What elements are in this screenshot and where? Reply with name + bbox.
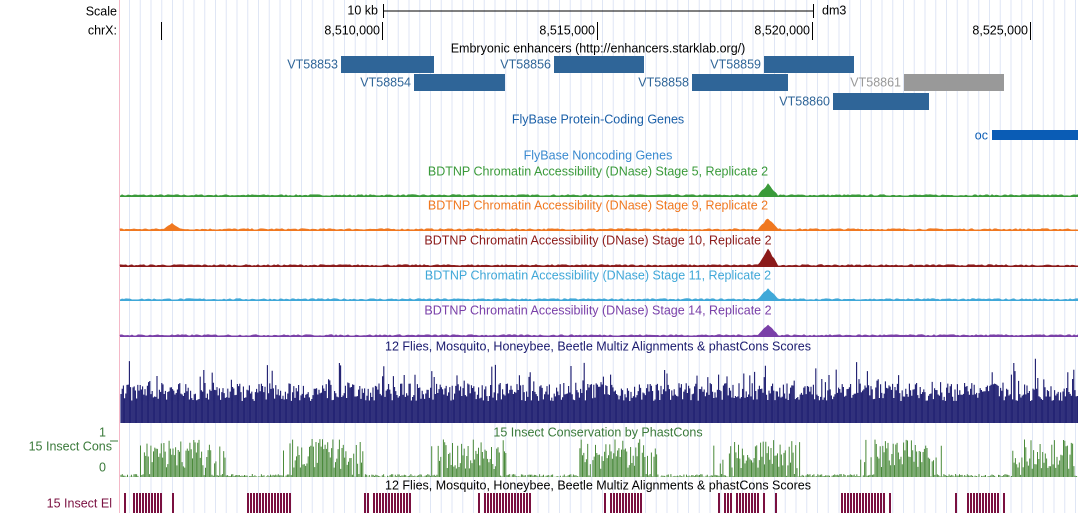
signal [119,288,1078,301]
scale-label: Scale [86,4,117,18]
gene-label: oc [975,128,988,142]
track-title: 12 Flies, Mosquito, Honeybee, Beetle Mul… [385,339,811,353]
enhancer-label: VT58858 [638,75,689,89]
track-title: Embryonic enhancers (http://enhancers.st… [451,41,746,55]
enhancer-label: VT58859 [710,57,761,71]
enhancer [692,74,788,91]
signal [119,248,1078,267]
enhancer-label: VT58856 [500,57,551,71]
enhancer [414,74,505,91]
conserved-elements [124,493,1005,513]
assembly-label: dm3 [822,3,846,17]
enhancer-label: VT58854 [360,75,411,89]
signal [119,324,1078,337]
track-title: BDTNP Chromatin Accessibility (DNase) St… [424,303,771,317]
track-title: BDTNP Chromatin Accessibility (DNase) St… [424,233,771,247]
axis-label: 1 [99,425,106,439]
ruler-label: 8,515,000 [539,23,595,37]
ruler-label: 8,525,000 [972,23,1028,37]
enhancer-label: VT58861 [850,75,901,89]
conservation-signal [120,358,1078,423]
enhancer [833,93,929,110]
enhancer [904,74,1004,91]
signal [119,183,1078,197]
side-label: 15 Insect El [47,496,112,510]
track-title: BDTNP Chromatin Accessibility (DNase) St… [428,164,768,178]
track-title: FlyBase Protein-Coding Genes [512,112,684,126]
ruler-label: 8,520,000 [754,23,810,37]
signal [119,218,1078,231]
track-title: BDTNP Chromatin Accessibility (DNase) St… [425,268,771,282]
side-label: 15 Insect Cons [29,439,112,453]
track-title: 12 Flies, Mosquito, Honeybee, Beetle Mul… [385,478,811,492]
gene [992,130,1078,140]
chrom-label: chrX: [88,23,117,37]
axis-label: 0 [99,460,106,474]
track-title: FlyBase Noncoding Genes [524,148,673,162]
track-title: BDTNP Chromatin Accessibility (DNase) St… [428,198,768,212]
enhancer-label: VT58860 [779,94,830,108]
scale-bar-label: 10 kb [347,3,378,17]
phastcons-signal [120,439,1078,477]
enhancer-label: VT58853 [287,57,338,71]
track-title: 15 Insect Conservation by PhastCons [493,425,702,439]
enhancer [764,56,854,73]
enhancer [554,56,644,73]
enhancer [341,56,434,73]
ruler-label: 8,510,000 [324,23,380,37]
